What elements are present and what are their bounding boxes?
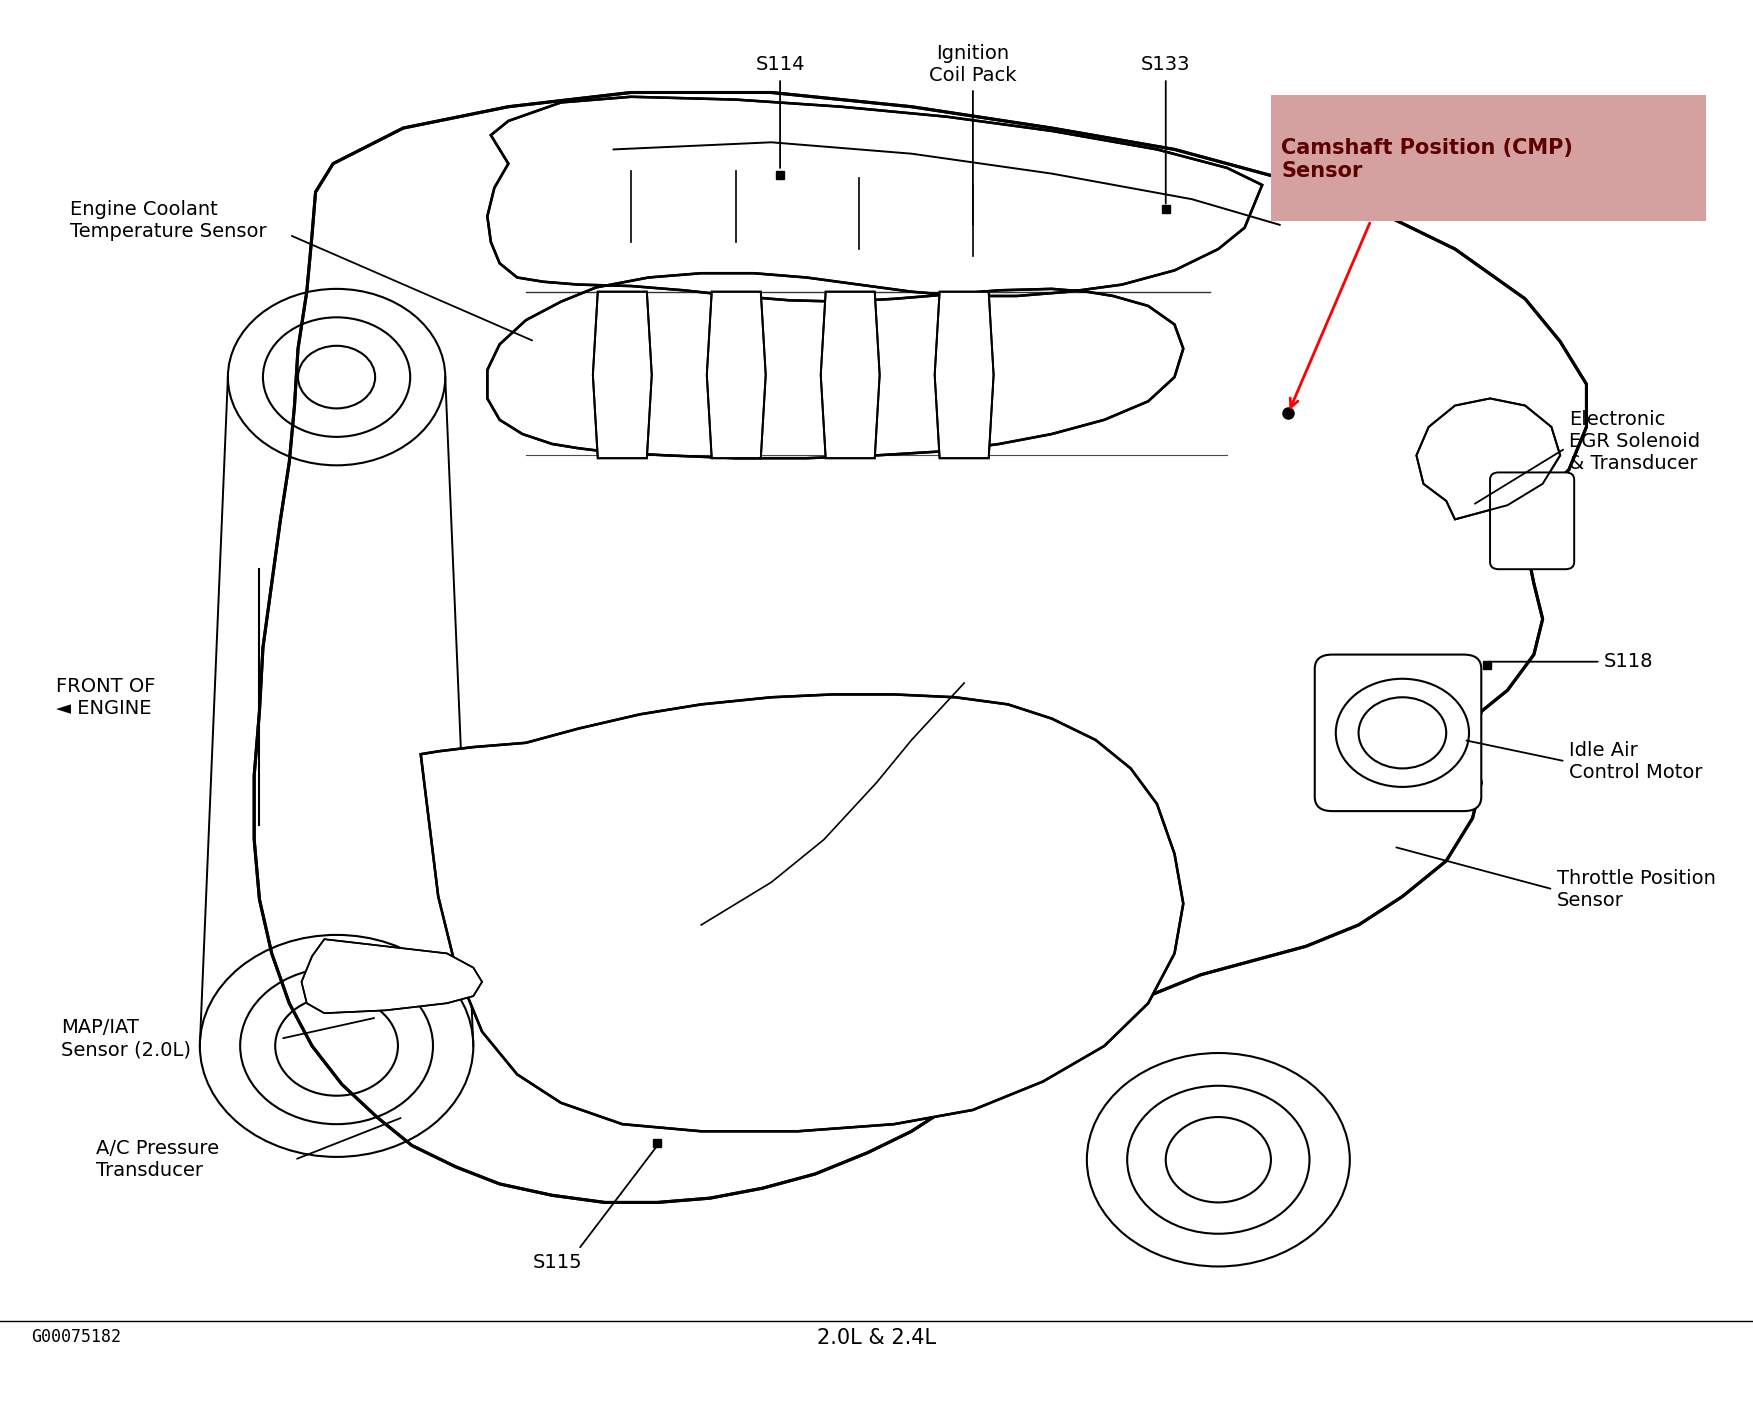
Polygon shape	[706, 292, 766, 458]
Text: S115: S115	[533, 1252, 582, 1272]
Polygon shape	[593, 292, 652, 458]
Polygon shape	[934, 292, 994, 458]
Text: S118: S118	[1604, 652, 1653, 672]
FancyBboxPatch shape	[1490, 472, 1574, 569]
Text: Throttle Position
Sensor: Throttle Position Sensor	[1557, 869, 1716, 909]
Polygon shape	[1416, 398, 1560, 519]
Polygon shape	[820, 292, 880, 458]
Text: G00075182: G00075182	[32, 1328, 121, 1346]
Polygon shape	[487, 97, 1262, 458]
Text: FRONT OF
◄ ENGINE: FRONT OF ◄ ENGINE	[56, 677, 156, 717]
Text: MAP/IAT
Sensor (2.0L): MAP/IAT Sensor (2.0L)	[61, 1019, 191, 1059]
Text: S114: S114	[756, 54, 805, 74]
FancyBboxPatch shape	[1315, 655, 1481, 811]
Text: Engine Coolant
Temperature Sensor: Engine Coolant Temperature Sensor	[70, 201, 266, 240]
Text: Camshaft Position (CMP)
Sensor: Camshaft Position (CMP) Sensor	[1281, 138, 1574, 181]
Text: Electronic
EGR Solenoid
& Transducer: Electronic EGR Solenoid & Transducer	[1569, 410, 1700, 472]
Text: S133: S133	[1141, 54, 1190, 74]
Polygon shape	[421, 694, 1183, 1131]
Polygon shape	[302, 939, 482, 1013]
FancyBboxPatch shape	[1271, 95, 1706, 221]
Text: Idle Air
Control Motor: Idle Air Control Motor	[1569, 741, 1702, 781]
Polygon shape	[254, 92, 1586, 1202]
Text: Ignition
Coil Pack: Ignition Coil Pack	[929, 44, 1017, 84]
Text: A/C Pressure
Transducer: A/C Pressure Transducer	[96, 1140, 219, 1180]
Text: 2.0L & 2.4L: 2.0L & 2.4L	[817, 1328, 936, 1348]
